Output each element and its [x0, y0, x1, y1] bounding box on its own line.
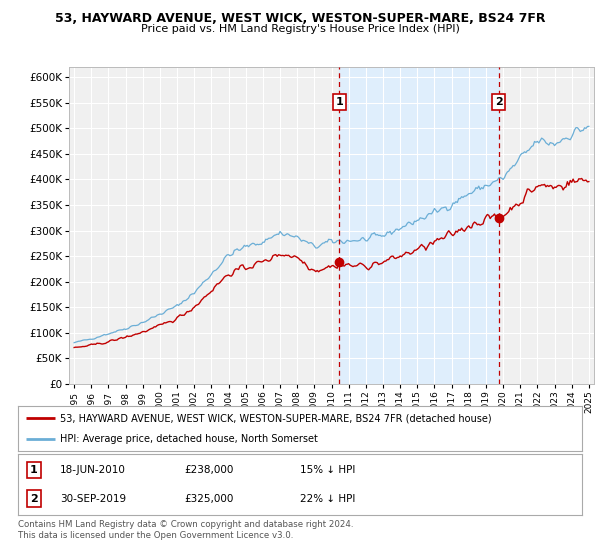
Text: Contains HM Land Registry data © Crown copyright and database right 2024.: Contains HM Land Registry data © Crown c…	[18, 520, 353, 529]
Text: 53, HAYWARD AVENUE, WEST WICK, WESTON-SUPER-MARE, BS24 7FR: 53, HAYWARD AVENUE, WEST WICK, WESTON-SU…	[55, 12, 545, 25]
Text: 2: 2	[30, 493, 38, 503]
Text: HPI: Average price, detached house, North Somerset: HPI: Average price, detached house, Nort…	[60, 433, 318, 444]
Text: 22% ↓ HPI: 22% ↓ HPI	[300, 493, 355, 503]
Text: 15% ↓ HPI: 15% ↓ HPI	[300, 465, 355, 475]
Text: Price paid vs. HM Land Registry's House Price Index (HPI): Price paid vs. HM Land Registry's House …	[140, 24, 460, 34]
Text: 30-SEP-2019: 30-SEP-2019	[60, 493, 127, 503]
Bar	[340, 67, 499, 384]
Text: 1: 1	[30, 465, 38, 475]
Text: £238,000: £238,000	[184, 465, 234, 475]
Text: 53, HAYWARD AVENUE, WEST WICK, WESTON-SUPER-MARE, BS24 7FR (detached house): 53, HAYWARD AVENUE, WEST WICK, WESTON-SU…	[60, 413, 492, 423]
Text: This data is licensed under the Open Government Licence v3.0.: This data is licensed under the Open Gov…	[18, 531, 293, 540]
Text: 18-JUN-2010: 18-JUN-2010	[60, 465, 126, 475]
Text: £325,000: £325,000	[184, 493, 234, 503]
Text: 1: 1	[335, 97, 343, 107]
Text: 2: 2	[495, 97, 503, 107]
